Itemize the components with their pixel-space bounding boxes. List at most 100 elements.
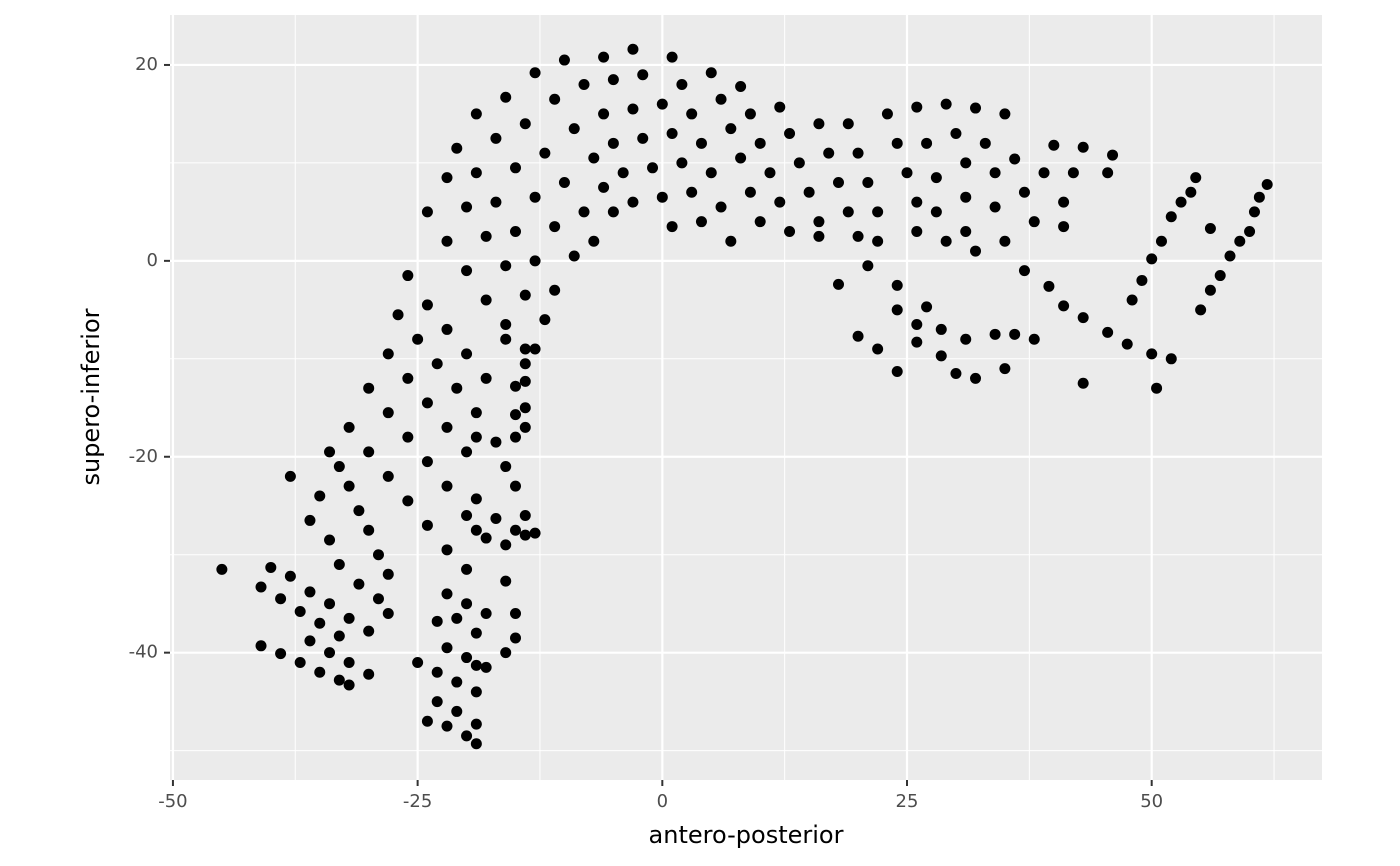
point	[441, 588, 453, 600]
point	[578, 79, 590, 91]
point	[1077, 377, 1089, 389]
point	[970, 372, 982, 384]
point	[705, 67, 717, 79]
point	[412, 333, 424, 345]
point	[1234, 235, 1246, 247]
point	[510, 607, 522, 619]
point	[470, 524, 482, 536]
point	[402, 372, 414, 384]
point	[441, 642, 453, 654]
point	[568, 123, 580, 135]
point	[1146, 253, 1158, 265]
point	[930, 172, 942, 184]
point	[999, 108, 1011, 120]
point	[480, 607, 492, 619]
point	[989, 328, 1001, 340]
x-axis-title: antero-posterior	[649, 821, 844, 849]
point	[1102, 326, 1114, 338]
point	[686, 186, 698, 198]
point	[999, 235, 1011, 247]
point	[519, 375, 531, 387]
point	[314, 490, 326, 502]
point	[1058, 300, 1070, 312]
point	[989, 201, 1001, 213]
point	[529, 191, 541, 203]
point	[598, 181, 610, 193]
point	[588, 235, 600, 247]
point	[891, 137, 903, 149]
point	[363, 625, 375, 637]
point	[1175, 196, 1187, 208]
point	[1028, 216, 1040, 228]
point	[284, 470, 296, 482]
point	[676, 157, 688, 169]
point	[470, 108, 482, 120]
point	[324, 446, 336, 458]
point	[470, 738, 482, 750]
point	[451, 142, 463, 154]
point	[324, 534, 336, 546]
point	[441, 720, 453, 732]
point	[470, 659, 482, 671]
point	[490, 196, 502, 208]
point	[1121, 338, 1133, 350]
point	[470, 493, 482, 505]
point	[911, 225, 923, 237]
point	[627, 196, 639, 208]
x-tick-label: -25	[403, 791, 432, 812]
point	[725, 235, 737, 247]
point	[1107, 149, 1119, 161]
point	[715, 93, 727, 105]
point	[461, 652, 473, 664]
point	[470, 627, 482, 639]
point	[470, 407, 482, 419]
y-tick-label: 20	[135, 54, 158, 75]
point	[754, 137, 766, 149]
point	[461, 446, 473, 458]
point	[950, 128, 962, 140]
point	[421, 299, 433, 311]
y-tick-label: -20	[129, 446, 158, 467]
point	[832, 176, 844, 188]
point	[950, 368, 962, 380]
point	[725, 123, 737, 135]
point	[451, 382, 463, 394]
point	[480, 230, 492, 242]
point	[1214, 270, 1226, 282]
point	[500, 575, 512, 587]
point	[1261, 178, 1273, 190]
point	[519, 343, 531, 355]
y-axis-title: supero-inferior	[77, 308, 105, 485]
point	[1126, 294, 1138, 306]
point	[294, 606, 306, 618]
point	[891, 366, 903, 378]
point	[431, 358, 443, 370]
point	[510, 480, 522, 492]
point	[1165, 211, 1177, 223]
point	[480, 294, 492, 306]
point	[1224, 250, 1236, 262]
point	[970, 102, 982, 114]
point	[970, 245, 982, 257]
point	[382, 470, 394, 482]
point	[656, 191, 668, 203]
point	[647, 162, 659, 174]
point	[666, 128, 678, 140]
point	[216, 563, 228, 575]
point	[921, 137, 933, 149]
point	[402, 495, 414, 507]
point	[1067, 167, 1079, 179]
point	[314, 666, 326, 678]
point	[470, 167, 482, 179]
point	[382, 607, 394, 619]
point	[921, 301, 933, 313]
point	[421, 715, 433, 727]
point	[510, 380, 522, 392]
point	[490, 436, 502, 448]
point	[803, 186, 815, 198]
point	[881, 108, 893, 120]
point	[529, 67, 541, 79]
point	[519, 510, 531, 522]
point	[832, 278, 844, 290]
point	[421, 397, 433, 409]
